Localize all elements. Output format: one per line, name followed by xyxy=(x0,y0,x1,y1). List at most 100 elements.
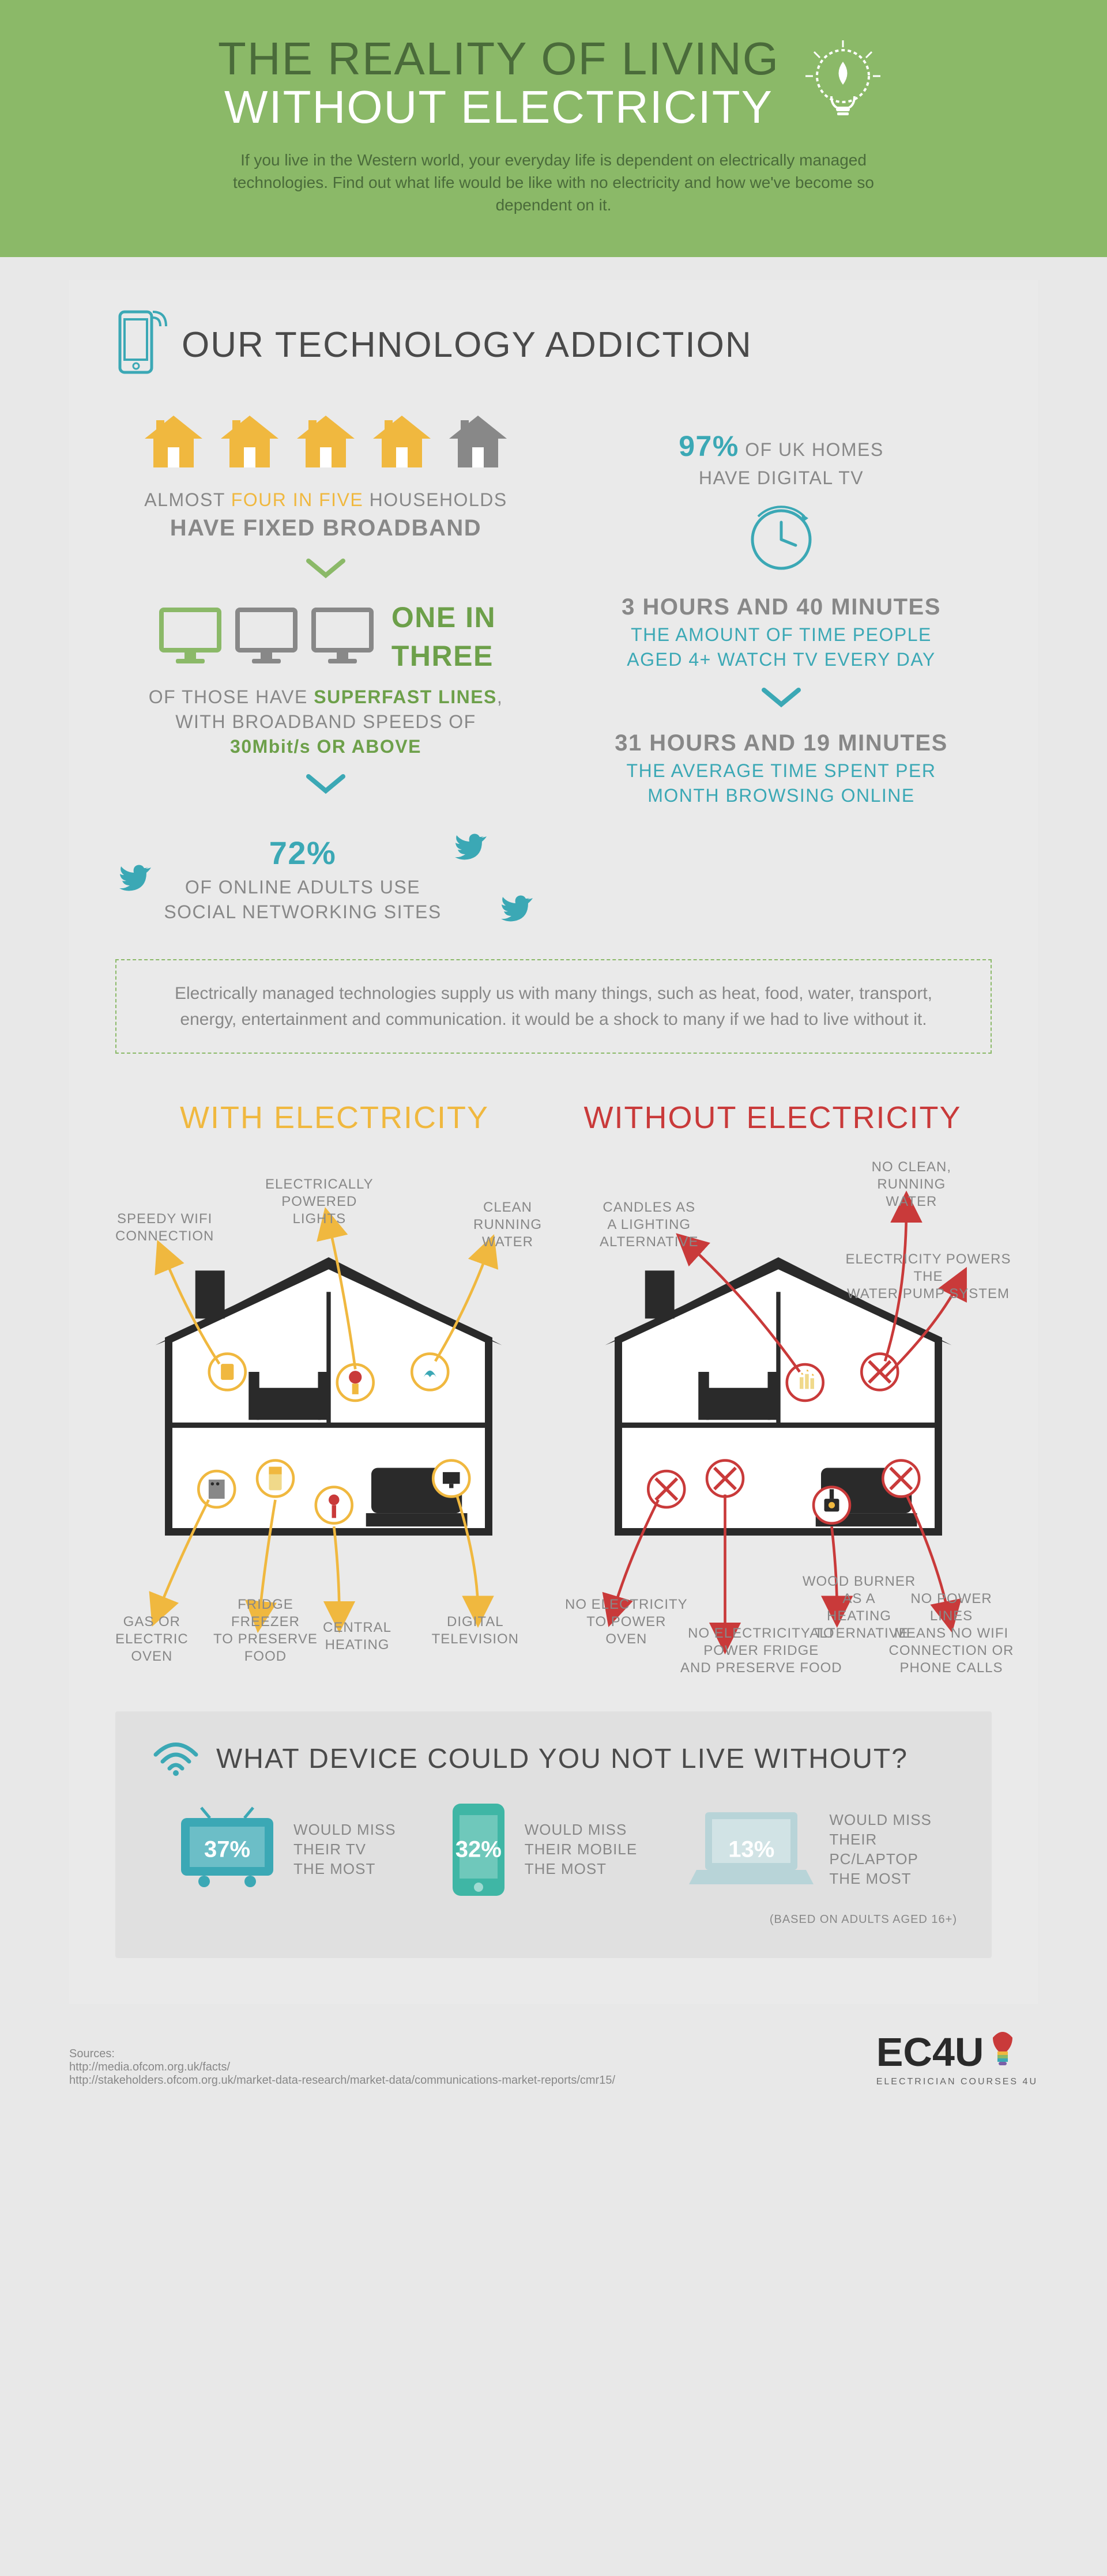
t: 30Mbit/s OR ABOVE xyxy=(230,736,421,757)
lightbulb-icon xyxy=(797,36,889,131)
monitor-icon xyxy=(156,604,225,670)
t: ALMOST xyxy=(144,489,231,510)
comparison-titles: WITH ELECTRICITY WITHOUT ELECTRICITY xyxy=(115,1100,992,1136)
t: OF THOSE HAVE xyxy=(149,687,314,707)
t: 31 HOURS AND 19 MINUTES xyxy=(615,730,948,756)
source-link: http://stakeholders.ofcom.org.uk/market-… xyxy=(69,2074,615,2087)
t: AGED 4+ WATCH TV EVERY DAY xyxy=(627,649,935,670)
chevron-down-icon xyxy=(761,687,801,713)
footer: Sources: http://media.ofcom.org.uk/facts… xyxy=(69,2027,1038,2087)
tvtime-stat: 3 HOURS AND 40 MINUTES THE AMOUNT OF TIM… xyxy=(622,591,941,672)
t: THE AMOUNT OF TIME PEOPLE xyxy=(631,624,932,645)
t: EC4U xyxy=(876,2029,984,2075)
t: HOUSEHOLDS xyxy=(363,489,507,510)
source-link: http://media.ofcom.org.uk/facts/ xyxy=(69,2061,615,2074)
clock-icon xyxy=(744,502,819,580)
broadband-stat: ALMOST FOUR IN FIVE HOUSEHOLDS HAVE FIXE… xyxy=(144,488,507,544)
t: ONE IN xyxy=(391,601,496,633)
header-title-row: THE REALITY OF LIVING WITHOUT ELECTRICIT… xyxy=(115,35,992,131)
uk-stat: 97% OF UK HOMES HAVE DIGITAL TV xyxy=(679,427,883,491)
house-icon xyxy=(291,410,360,476)
devices-row: 37% WOULD MISSTHEIR TVTHE MOST 32% WOULD… xyxy=(150,1801,957,1899)
t: THREE xyxy=(391,640,494,672)
without-electricity-title: WITHOUT ELECTRICITY xyxy=(554,1100,992,1136)
house-diagram xyxy=(115,1159,542,1665)
logo: EC4U ELECTRICIAN COURSES 4U xyxy=(876,2027,1038,2087)
logo-text: EC4U xyxy=(876,2027,1038,2077)
sources: Sources: http://media.ofcom.org.uk/facts… xyxy=(69,2047,615,2087)
t: WITH BROADBAND SPEEDS OF xyxy=(175,711,476,732)
t: THE AVERAGE TIME SPENT PER xyxy=(627,760,936,781)
with-electricity-house: SPEEDY WIFICONNECTION ELECTRICALLYPOWERE… xyxy=(115,1159,542,1665)
t: HAVE DIGITAL TV xyxy=(699,467,864,488)
chevron-down-icon xyxy=(306,774,346,799)
wifi-icon xyxy=(150,1737,202,1781)
right-column: 97% OF UK HOMES HAVE DIGITAL TV xyxy=(571,410,992,925)
t: , xyxy=(497,687,503,707)
laptop-icon: 13% xyxy=(688,1806,815,1893)
section1-grid: ALMOST FOUR IN FIVE HOUSEHOLDS HAVE FIXE… xyxy=(115,410,992,925)
title-line1: THE REALITY OF LIVING xyxy=(218,33,780,84)
logo-subtext: ELECTRICIAN COURSES 4U xyxy=(876,2077,1038,2087)
twitter-icon xyxy=(118,862,152,894)
phone-icon: 32% xyxy=(447,1801,510,1899)
chevron-down-icon xyxy=(306,558,346,584)
t: 97% xyxy=(679,430,739,462)
without-electricity-house: CANDLES ASA LIGHTINGALTERNATIVE NO CLEAN… xyxy=(565,1159,992,1665)
main-panel: OUR TECHNOLOGY ADDICTION ALMOST FOUR IN … xyxy=(69,280,1038,2004)
house-icon xyxy=(443,410,513,476)
house-diagram xyxy=(565,1159,992,1665)
houses-row xyxy=(139,410,513,476)
device-percent: 13% xyxy=(728,1837,774,1863)
device-text: WOULD MISSTHEIR TVTHE MOST xyxy=(293,1820,396,1879)
title-line2: WITHOUT ELECTRICITY xyxy=(224,81,773,133)
house-comparison-grid: SPEEDY WIFICONNECTION ELECTRICALLYPOWERE… xyxy=(115,1159,992,1665)
device-item: 32% WOULD MISSTHEIR MOBILETHE MOST xyxy=(447,1801,637,1899)
t: HAVE FIXED BROADBAND xyxy=(170,515,481,541)
section-tech-addiction: OUR TECHNOLOGY ADDICTION ALMOST FOUR IN … xyxy=(115,309,992,1054)
monitor-icon xyxy=(232,604,301,670)
device-percent: 37% xyxy=(204,1837,250,1863)
left-column: ALMOST FOUR IN FIVE HOUSEHOLDS HAVE FIXE… xyxy=(115,410,536,925)
infographic-container: THE REALITY OF LIVING WITHOUT ELECTRICIT… xyxy=(0,0,1107,2133)
sources-label: Sources: xyxy=(69,2047,615,2061)
house-icon xyxy=(215,410,284,476)
device-item: 37% WOULD MISSTHEIR TVTHE MOST xyxy=(175,1806,396,1893)
section3-note: (BASED ON ADULTS AGED 16+) xyxy=(150,1913,957,1926)
house-icon xyxy=(139,410,208,476)
device-item: 13% WOULD MISSTHEIRPC/LAPTOPTHE MOST xyxy=(688,1806,932,1893)
device-percent: 32% xyxy=(455,1837,502,1863)
t: SOCIAL NETWORKING SITES xyxy=(164,902,441,922)
callout-box: Electrically managed technologies supply… xyxy=(115,959,992,1054)
tv-icon: 37% xyxy=(175,1806,279,1893)
monitors-block: ONE IN THREE xyxy=(156,598,496,676)
t: 3 HOURS AND 40 MINUTES xyxy=(622,594,941,620)
twitter-icon xyxy=(499,893,534,925)
device-text: WOULD MISSTHEIRPC/LAPTOPTHE MOST xyxy=(829,1811,932,1888)
onethree-stat: ONE IN THREE xyxy=(391,598,496,676)
twitter-stat: 72% OF ONLINE ADULTS USE SOCIAL NETWORKI… xyxy=(164,831,441,925)
t: OF UK HOMES xyxy=(739,439,884,460)
house-icon xyxy=(367,410,436,476)
browse-stat: 31 HOURS AND 19 MINUTES THE AVERAGE TIME… xyxy=(615,727,948,808)
header-subtitle: If you live in the Western world, your e… xyxy=(208,149,899,217)
header: THE REALITY OF LIVING WITHOUT ELECTRICIT… xyxy=(0,0,1107,257)
page-title: THE REALITY OF LIVING WITHOUT ELECTRICIT… xyxy=(218,35,780,131)
logo-bulb-icon xyxy=(988,2027,1017,2077)
t: MONTH BROWSING ONLINE xyxy=(647,785,915,806)
twitter-icon xyxy=(453,831,488,863)
superfast-stat: OF THOSE HAVE SUPERFAST LINES, WITH BROA… xyxy=(149,685,503,760)
phone-icon xyxy=(115,309,167,381)
device-text: WOULD MISSTHEIR MOBILETHE MOST xyxy=(525,1820,637,1879)
section-comparison: WITH ELECTRICITY WITHOUT ELECTRICITY xyxy=(115,1100,992,1665)
t: OF ONLINE ADULTS USE xyxy=(185,877,420,897)
section3-title: WHAT DEVICE COULD YOU NOT LIVE WITHOUT? xyxy=(216,1743,908,1775)
monitor-icon xyxy=(308,604,377,670)
section-devices: WHAT DEVICE COULD YOU NOT LIVE WITHOUT? … xyxy=(115,1711,992,1958)
monitors-row xyxy=(156,604,377,670)
t: SUPERFAST LINES xyxy=(314,687,497,707)
with-electricity-title: WITH ELECTRICITY xyxy=(115,1100,554,1136)
twitter-block: 72% OF ONLINE ADULTS USE SOCIAL NETWORKI… xyxy=(118,831,533,925)
t: FOUR IN FIVE xyxy=(231,489,364,510)
t: 72% xyxy=(269,835,337,871)
